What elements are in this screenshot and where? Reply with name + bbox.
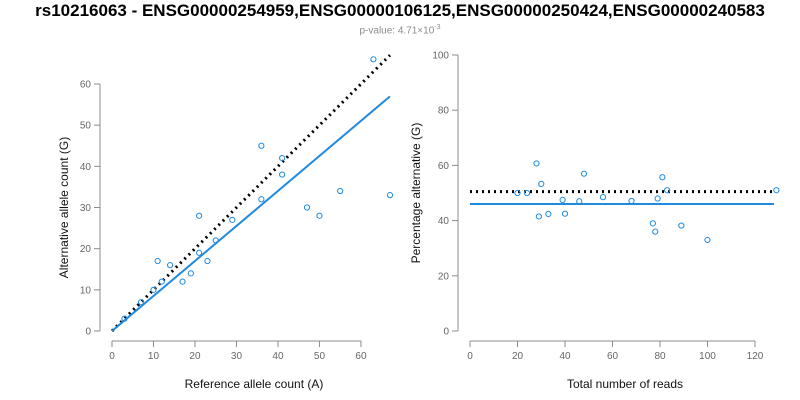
data-point — [137, 299, 145, 306]
p-value-subtitle: p-value: 4.71×10-3 — [0, 24, 800, 36]
data-point — [337, 187, 344, 195]
data-point — [561, 210, 569, 217]
x-tick-label: 20 — [512, 351, 524, 362]
data-point — [599, 194, 607, 201]
x-tick-label: 120 — [747, 351, 764, 362]
data-point — [659, 174, 666, 181]
data-point — [559, 196, 566, 203]
y-tick-label: 10 — [80, 285, 92, 296]
y-tick-label: 20 — [80, 244, 92, 255]
data-point — [121, 315, 128, 322]
chart-title: rs10216063 - ENSG00000254959,ENSG0000010… — [35, 1, 765, 20]
y-tick-label: 80 — [438, 106, 450, 117]
data-point — [279, 155, 286, 162]
y-tick-label: 60 — [438, 161, 450, 172]
x-tick-label: 20 — [189, 351, 201, 362]
y-tick-label: 0 — [443, 327, 449, 338]
x-tick-label: 60 — [607, 351, 619, 362]
data-point — [654, 195, 661, 202]
y-tick-label: 0 — [85, 327, 91, 338]
y-tick-label: 40 — [80, 162, 92, 173]
data-point — [158, 278, 165, 285]
x-tick-label: 10 — [148, 351, 160, 362]
data-point — [258, 196, 265, 203]
data-point — [664, 187, 671, 194]
data-point — [523, 189, 531, 197]
data-point — [545, 210, 552, 218]
y-tick-label: 40 — [438, 216, 450, 227]
data-point — [196, 212, 203, 219]
data-point — [196, 249, 203, 256]
data-point — [649, 220, 656, 227]
reference-line — [110, 54, 392, 333]
p-value-exponent: -3 — [434, 24, 441, 31]
x-tick-label: 40 — [272, 351, 284, 362]
scatter-panel-1: 0 10 20 30 40 50 60 0 10 20 30 40 50 60 Reference alle… — [57, 54, 394, 391]
data-point — [704, 236, 711, 244]
data-point — [179, 278, 186, 285]
data-point — [773, 187, 780, 194]
data-point — [678, 222, 685, 229]
scatter-panel-2: 0 20 40 60 80 100 120 0 20 40 60 80 100 Total number … — [409, 51, 780, 391]
data-point — [538, 180, 545, 187]
fit-line — [111, 95, 391, 332]
x-tick-label: 60 — [355, 351, 367, 362]
data-point — [316, 212, 323, 219]
y-tick-label: 100 — [432, 51, 449, 62]
y-tick-label: 30 — [80, 203, 92, 214]
y-axis-label: Alternative allele count (G) — [57, 137, 71, 278]
data-point — [229, 216, 236, 223]
data-point — [576, 198, 583, 205]
x-tick-label: 40 — [559, 351, 571, 362]
p-value-text: p-value: 4.71×10 — [359, 25, 435, 37]
data-point — [258, 142, 265, 149]
x-tick-label: 100 — [699, 351, 716, 362]
y-tick-label: 50 — [80, 121, 92, 132]
y-tick-label: 20 — [438, 271, 450, 282]
data-point — [535, 213, 542, 220]
data-point — [514, 189, 521, 197]
data-point — [386, 192, 394, 199]
x-tick-label: 80 — [654, 351, 666, 362]
x-tick-label: 50 — [314, 351, 326, 362]
x-axis-label: Total number of reads — [567, 377, 683, 391]
data-point — [154, 257, 161, 265]
data-point — [187, 270, 194, 277]
data-point — [303, 204, 311, 211]
data-point — [370, 56, 377, 63]
data-point — [533, 160, 540, 167]
x-tick-label: 30 — [231, 351, 243, 362]
data-point — [628, 197, 635, 205]
data-point — [204, 257, 211, 265]
x-tick-label: 0 — [467, 351, 473, 362]
data-point — [652, 228, 659, 235]
data-point — [166, 262, 174, 269]
data-point — [150, 286, 157, 293]
y-axis-label: Percentage alternative (G) — [409, 123, 423, 264]
x-axis-label: Reference allele count (A) — [185, 377, 324, 391]
data-point — [279, 171, 286, 178]
x-tick-label: 0 — [109, 351, 115, 362]
data-point — [580, 170, 588, 177]
data-point — [212, 237, 219, 244]
y-tick-label: 60 — [80, 80, 92, 91]
